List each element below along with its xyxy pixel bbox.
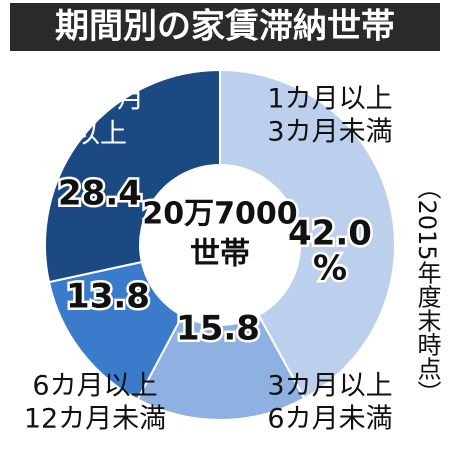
title-banner bbox=[10, 3, 440, 51]
category-label: 以上 bbox=[73, 119, 127, 150]
category-label: 12カ月未満 bbox=[24, 404, 166, 435]
value-label: 15.8 bbox=[176, 309, 260, 349]
note: （2015年度末時点） bbox=[413, 175, 441, 404]
center-label: 20万7000 bbox=[142, 197, 297, 232]
category-label: 3カ月未満 bbox=[267, 117, 392, 148]
unit-label: % bbox=[313, 249, 347, 289]
value-label: 13.8 bbox=[66, 277, 150, 317]
center-label: 世帯 bbox=[190, 237, 250, 272]
category-label: 12カ月 bbox=[56, 84, 144, 115]
chart-title: 期間別の家賃滞納世帯 bbox=[55, 7, 395, 47]
donut-segment bbox=[219, 68, 397, 400]
category-label: 3カ月以上 bbox=[267, 371, 392, 402]
category-label: 6カ月未満 bbox=[267, 404, 392, 435]
donut-segment bbox=[136, 313, 306, 421]
value-label: 42.0 bbox=[288, 214, 372, 254]
category-label: 1カ月以上 bbox=[267, 84, 392, 115]
value-label: 28.4 bbox=[58, 174, 142, 214]
category-label: 6カ月以上 bbox=[32, 371, 157, 402]
donut-segment bbox=[44, 68, 221, 284]
